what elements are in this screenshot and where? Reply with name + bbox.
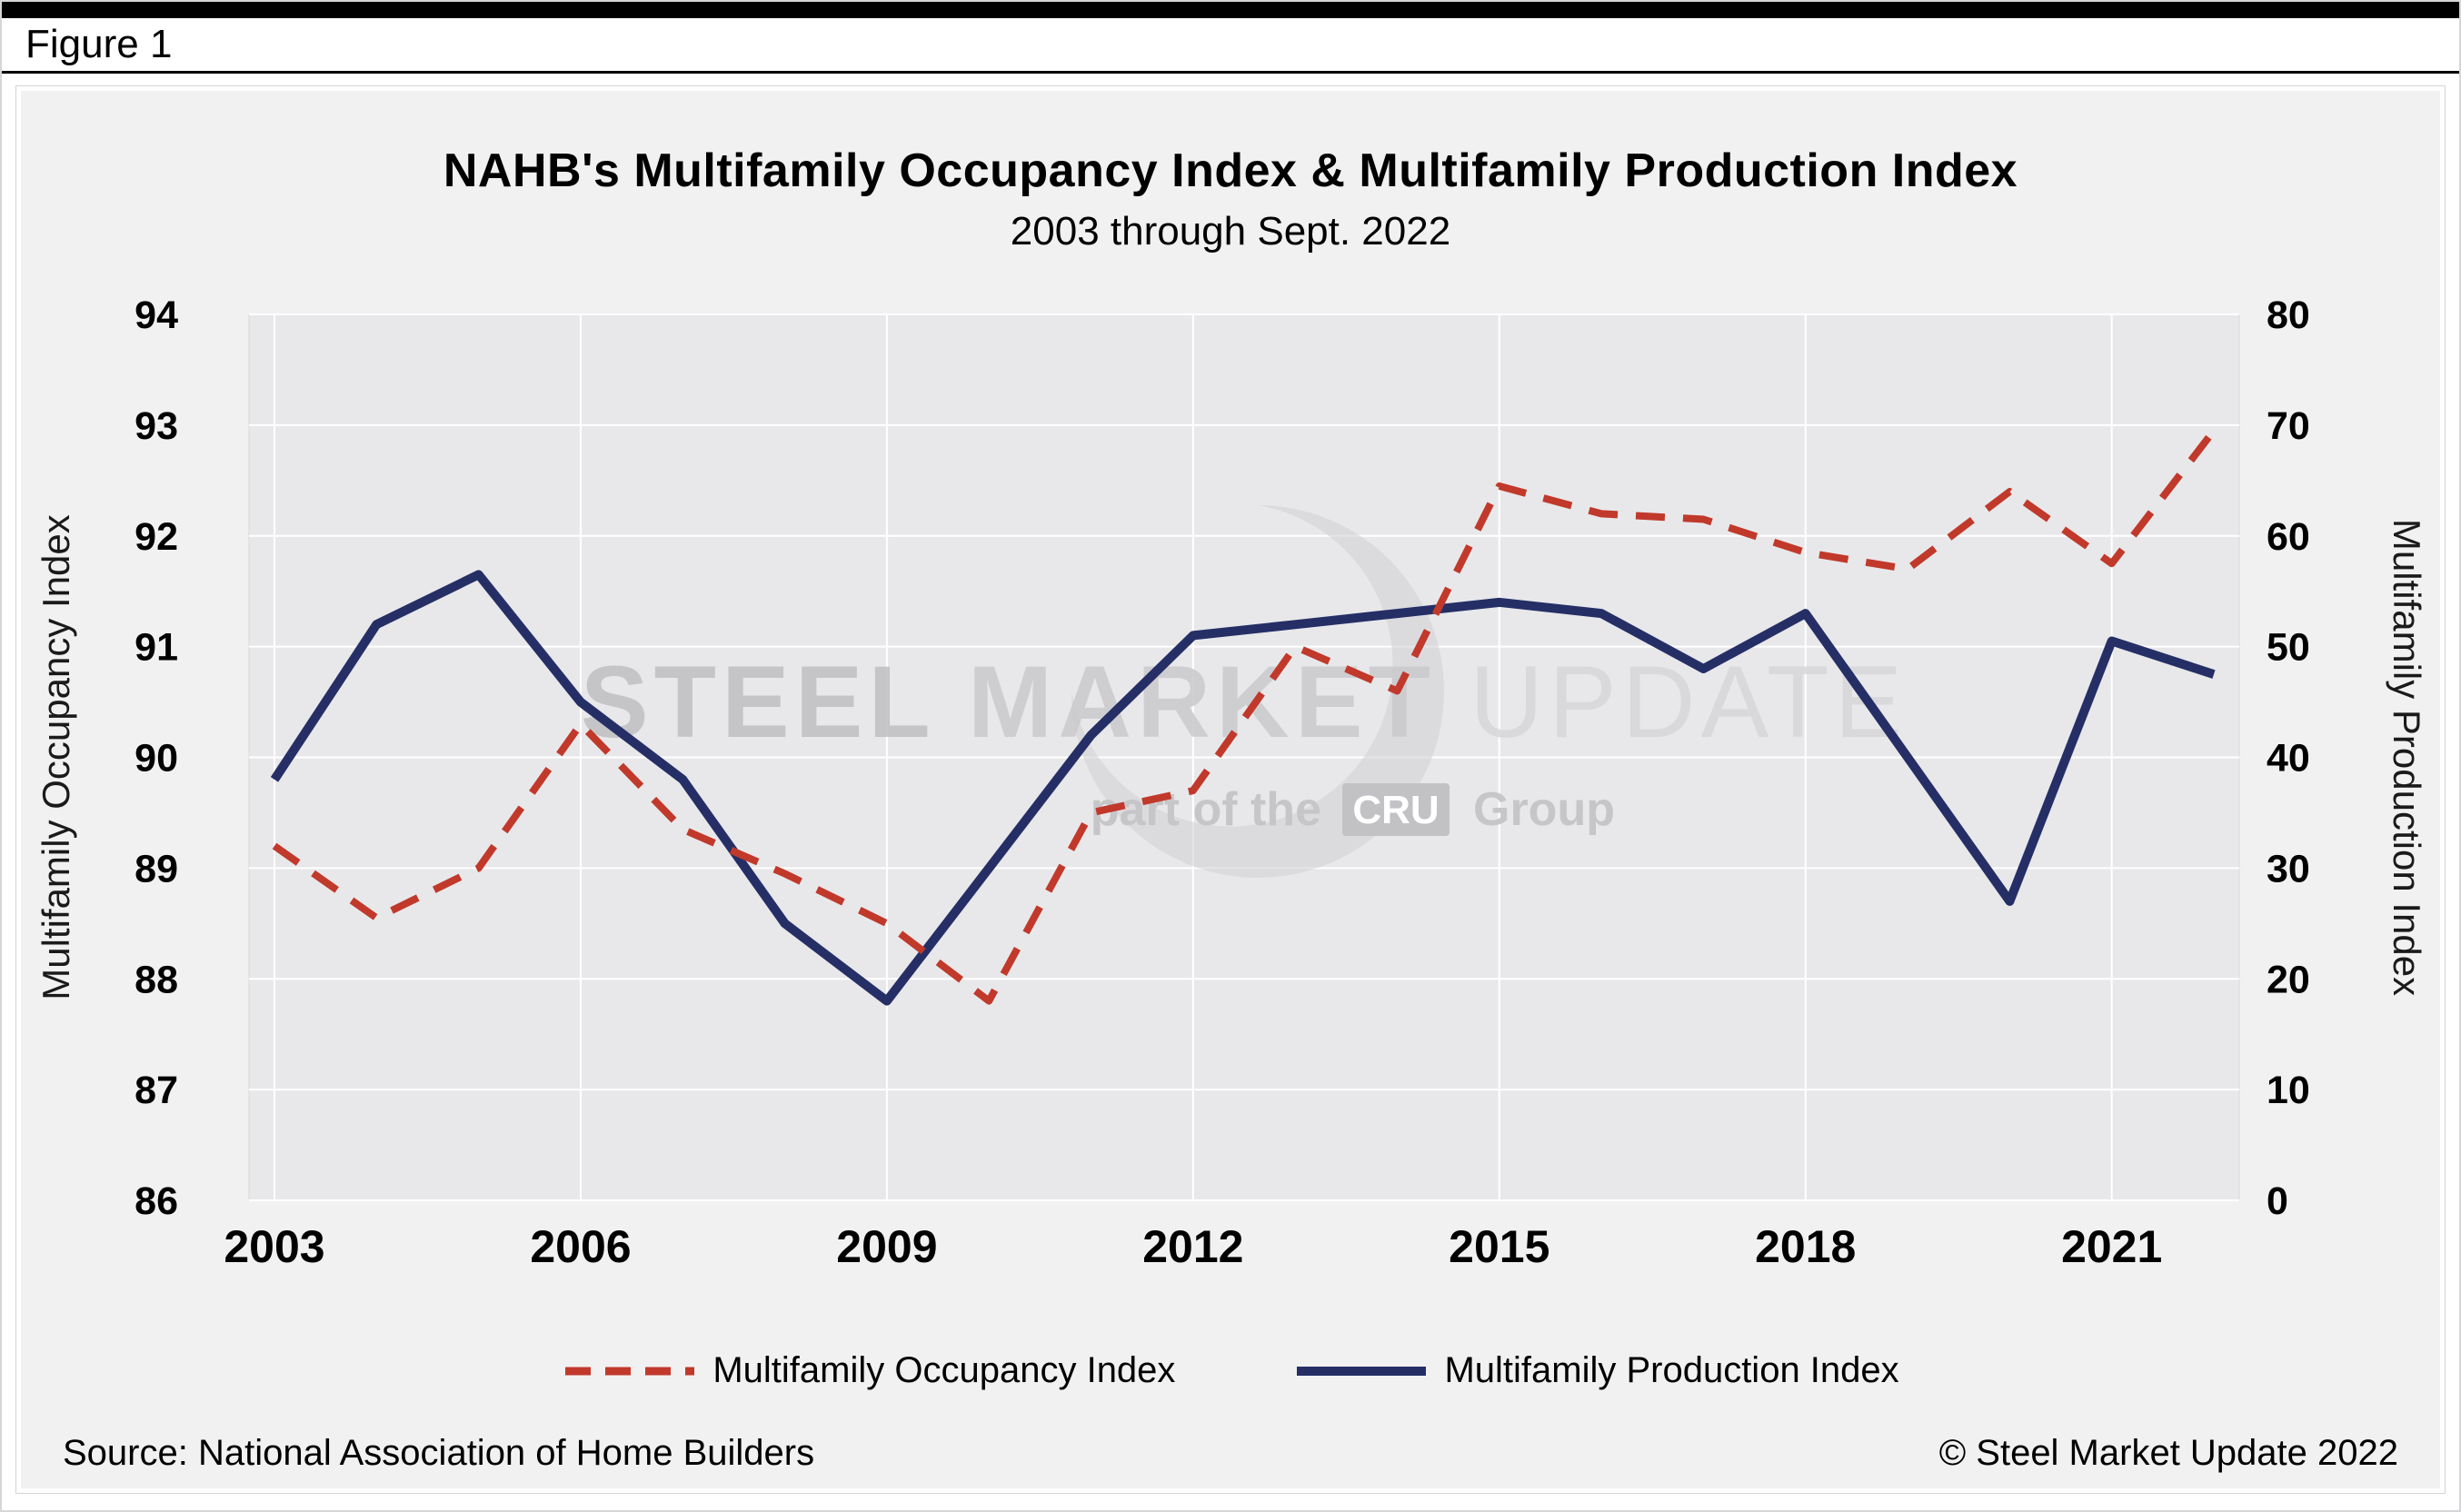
watermark-part-of-the: part of the	[1091, 783, 1321, 836]
chart-title: NAHB's Multifamily Occupancy Index & Mul…	[443, 144, 2018, 197]
right-tick-label: 0	[2267, 1179, 2288, 1223]
chart-panel: NAHB's Multifamily Occupancy Index & Mul…	[16, 86, 2445, 1493]
legend-label-occupancy: Multifamily Occupancy Index	[712, 1350, 1176, 1390]
watermark-cru-box	[1342, 783, 1450, 836]
left-tick-label: 94	[135, 293, 178, 337]
x-tick-label: 2018	[1755, 1221, 1856, 1272]
watermark-title: STEEL MARKET UPDATE	[581, 645, 1908, 759]
x-tick-label: 2015	[1449, 1221, 1549, 1272]
right-tick-label: 20	[2267, 958, 2310, 1001]
left-tick-label: 91	[135, 626, 178, 670]
source-note: Source: National Association of Home Bui…	[63, 1433, 815, 1473]
right-tick-label: 70	[2267, 404, 2310, 448]
top-black-bar	[2, 2, 2459, 18]
watermark-cru: CRU	[1352, 788, 1439, 832]
figure-header: Figure 1	[2, 18, 2459, 74]
figure-label: Figure 1	[25, 22, 173, 66]
legend-item-production: Multifamily Production Index	[1293, 1350, 1899, 1391]
series-line-occupancy	[272, 428, 2217, 1005]
right-tick-label: 50	[2267, 626, 2310, 670]
left-tick-label: 86	[135, 1179, 178, 1223]
right-axis-title: Multifamily Production Index	[2386, 519, 2428, 996]
legend-label-production: Multifamily Production Index	[1444, 1350, 1899, 1390]
left-tick-label: 90	[135, 737, 178, 781]
production-line-sample-icon	[1297, 1366, 1427, 1376]
right-tick-label: 80	[2267, 293, 2310, 337]
left-tick-label: 92	[135, 515, 178, 559]
copyright-note: © Steel Market Update 2022	[1938, 1433, 2398, 1473]
left-tick-label: 89	[135, 847, 178, 890]
left-tick-label: 88	[135, 958, 178, 1001]
x-tick-label: 2006	[530, 1221, 631, 1272]
x-tick-label: 2009	[836, 1221, 937, 1272]
x-tick-label: 2012	[1142, 1221, 1243, 1272]
left-tick-label: 87	[135, 1069, 178, 1112]
line-chart: 86 87 88 89 90 91 92 93 94 0 10 20 30 40 50 60 70 80 2003 2…	[35, 293, 2428, 1272]
x-tick-label: 2021	[2061, 1221, 2162, 1272]
occupancy-line-sample-icon	[565, 1367, 695, 1375]
legend-item-occupancy: Multifamily Occupancy Index	[562, 1350, 1175, 1391]
left-axis-title: Multifamily Occupancy Index	[35, 514, 77, 1000]
chart-legend: Multifamily Occupancy Index Multifamily …	[21, 1350, 2440, 1391]
series-line-production	[270, 570, 2216, 1006]
watermark-group: Group	[1473, 783, 1615, 836]
x-tick-label: 2003	[224, 1221, 324, 1272]
right-tick-label: 60	[2267, 515, 2310, 559]
left-tick-label: 93	[135, 404, 178, 448]
right-tick-label: 30	[2267, 847, 2310, 890]
right-tick-label: 40	[2267, 737, 2310, 781]
chart-footer: Source: National Association of Home Bui…	[21, 1433, 2440, 1474]
right-tick-label: 10	[2267, 1069, 2310, 1112]
chart-subtitle: 2003 through Sept. 2022	[1010, 209, 1451, 254]
